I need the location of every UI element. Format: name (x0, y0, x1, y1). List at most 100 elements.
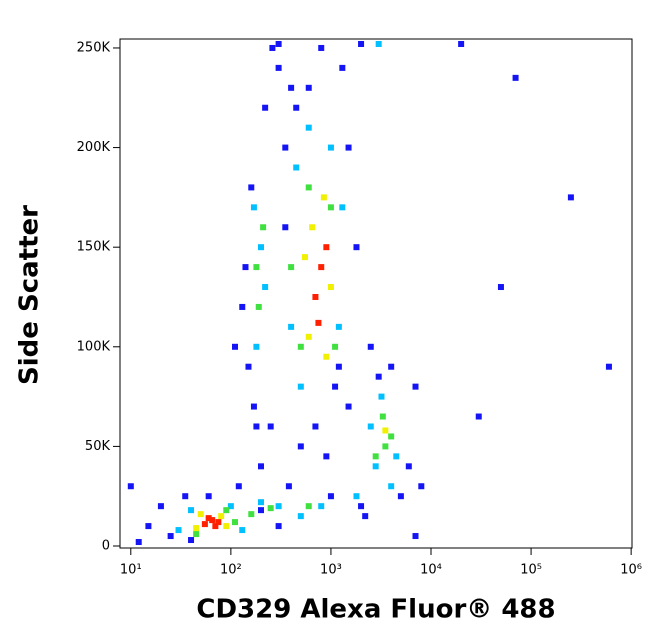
point (318, 44, 325, 51)
point (197, 511, 204, 518)
point (567, 194, 574, 201)
point (372, 453, 379, 460)
point (388, 433, 395, 440)
point (458, 40, 465, 47)
x-tick-label: 10³ (320, 563, 342, 578)
point (312, 423, 319, 430)
point (193, 531, 200, 538)
point (382, 443, 389, 450)
point (305, 503, 312, 510)
point (218, 513, 225, 520)
point (227, 503, 234, 510)
point (248, 511, 255, 518)
point (257, 463, 264, 470)
point (393, 453, 400, 460)
point (362, 513, 369, 520)
point (253, 343, 260, 350)
point (323, 353, 330, 360)
point (285, 483, 292, 490)
point (209, 517, 216, 524)
point (320, 194, 327, 201)
point (332, 383, 339, 390)
point (305, 84, 312, 91)
point (497, 284, 504, 291)
point (358, 40, 365, 47)
y-tick-label: 250K (77, 40, 111, 55)
point (250, 204, 257, 211)
plot-frame (119, 38, 633, 549)
point (182, 493, 189, 500)
point (412, 383, 419, 390)
x-axis-title: CD329 Alexa Fluor® 488 (196, 595, 555, 625)
point (282, 224, 289, 231)
point (345, 144, 352, 151)
point (201, 521, 208, 528)
point (367, 343, 374, 350)
point (335, 363, 342, 370)
point (512, 74, 519, 81)
point (379, 413, 386, 420)
y-tick-label: 200K (77, 140, 111, 155)
y-tick-label: 150K (77, 240, 111, 255)
y-tick-label: 100K (77, 339, 111, 354)
y-tick-label: 50K (85, 439, 111, 454)
point (375, 373, 382, 380)
point (245, 363, 252, 370)
point (397, 493, 404, 500)
point (297, 343, 304, 350)
point (305, 124, 312, 131)
point (305, 333, 312, 340)
point (293, 164, 300, 171)
point (372, 463, 379, 470)
point (293, 104, 300, 111)
point (232, 519, 239, 526)
point (235, 483, 242, 490)
point (315, 319, 322, 326)
point (242, 264, 249, 271)
point (145, 523, 152, 530)
point (135, 539, 142, 546)
point (418, 483, 425, 490)
point (378, 393, 385, 400)
point (288, 323, 295, 330)
point (275, 503, 282, 510)
point (257, 244, 264, 251)
point (312, 293, 319, 300)
point (248, 184, 255, 191)
point (127, 483, 134, 490)
point (253, 264, 260, 271)
point (282, 144, 289, 151)
point (250, 403, 257, 410)
point (223, 507, 230, 514)
point (301, 254, 308, 261)
point (205, 493, 212, 500)
point (412, 533, 419, 540)
point (253, 423, 260, 430)
point (327, 204, 334, 211)
point (605, 363, 612, 370)
point (318, 503, 325, 510)
point (269, 44, 276, 51)
y-axis-title: Side Scatter (15, 205, 45, 385)
y-tick-label: 0 (102, 539, 110, 554)
point (475, 413, 482, 420)
point (358, 503, 365, 510)
point (275, 40, 282, 47)
x-tick-label: 10¹ (120, 563, 142, 578)
point (239, 303, 246, 310)
point (297, 383, 304, 390)
point (335, 323, 342, 330)
point (323, 453, 330, 460)
point (232, 343, 239, 350)
point (267, 505, 274, 512)
point (257, 499, 264, 506)
point (405, 463, 412, 470)
point (388, 363, 395, 370)
point (297, 443, 304, 450)
point (193, 525, 200, 532)
point (297, 513, 304, 520)
point (367, 423, 374, 430)
point (262, 104, 269, 111)
point (215, 519, 222, 526)
